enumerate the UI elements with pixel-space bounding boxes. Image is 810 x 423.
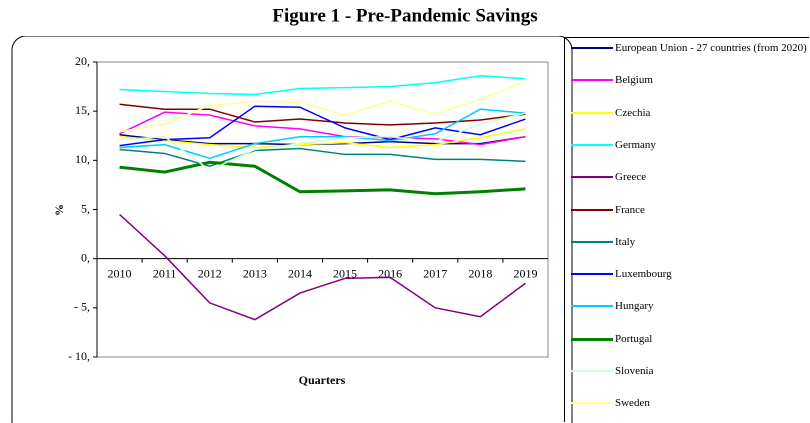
legend-entry: Italy [571,236,809,248]
series-line [119,128,526,149]
legend-entry: Portugal [571,333,809,345]
legend-swatch [571,79,613,82]
legend-swatch [571,370,613,372]
x-tick-label: 2013 [243,266,267,280]
y-tick-label: 0, [81,250,90,264]
legend-entry: European Union - 27 countries (from 2020… [571,42,809,54]
legend-entry: Sweden [571,397,809,409]
series-line [119,147,526,168]
legend-label: Czechia [615,106,651,119]
series-line [119,112,526,172]
x-tick-label: 2017 [423,266,447,280]
legend-label: Greece [615,171,647,184]
y-tick-label: 15, [75,103,90,117]
legend-swatch [571,402,613,405]
legend-label: Portugal [615,332,653,345]
legend-entry: Luxembourg [571,268,809,280]
legend-label: European Union - 27 countries (from 2020… [615,42,807,54]
x-tick-label: 2011 [153,266,177,280]
x-axis-title: Quarters [299,373,346,387]
legend-entry: Hungary [571,300,809,312]
series-line [119,75,526,96]
legend-swatch [571,273,613,276]
legend-swatch [571,143,613,146]
y-axis-title: % [52,204,66,216]
series-line [119,103,526,126]
legend-label: Sweden [615,397,650,410]
x-tick-label: 2010 [108,266,132,280]
series-line [119,213,526,321]
legend-entry: Belgium [571,74,809,86]
x-tick-label: 2015 [333,266,357,280]
legend-label: Germany [615,138,656,151]
legend-swatch [571,47,613,49]
x-tick-label: 2016 [378,266,402,280]
legend-label: Belgium [615,74,653,87]
series-line [119,160,526,196]
chart-frame [11,35,573,423]
series-line [119,105,526,147]
legend-label: France [615,203,645,216]
frame-mask [12,0,572,36]
plot-area [96,61,549,358]
y-tick-label: - 10, [68,349,90,363]
x-tick-label: 2018 [468,266,492,280]
legend-label: Slovenia [615,365,654,377]
y-tick-label: - 5, [74,300,90,314]
legend: European Union - 27 countries (from 2020… [564,37,809,422]
legend-swatch [571,305,613,308]
legend-swatch [571,111,613,114]
legend-swatch [571,208,613,211]
y-tick-label: 10, [75,152,90,166]
legend-swatch [571,240,613,243]
chart-title: Figure 1 - Pre-Pandemic Savings [272,5,537,26]
legend-entry: Czechia [571,107,809,119]
legend-label: Hungary [615,300,654,313]
legend-entry: France [571,204,809,216]
legend-swatch [571,176,613,179]
x-tick-label: 2019 [513,266,537,280]
legend-swatch [571,337,613,341]
x-tick-label: 2014 [288,266,312,280]
series-line [119,108,526,160]
legend-label: Luxembourg [615,268,672,281]
legend-label: Italy [615,235,636,248]
y-tick-label: 5, [81,201,90,215]
legend-entry: Slovenia [571,365,809,377]
series-line [119,80,526,133]
y-tick-label: 20, [75,54,90,68]
legend-entry: Germany [571,139,809,151]
legend-entry: Greece [571,171,809,183]
x-tick-label: 2012 [198,266,222,280]
